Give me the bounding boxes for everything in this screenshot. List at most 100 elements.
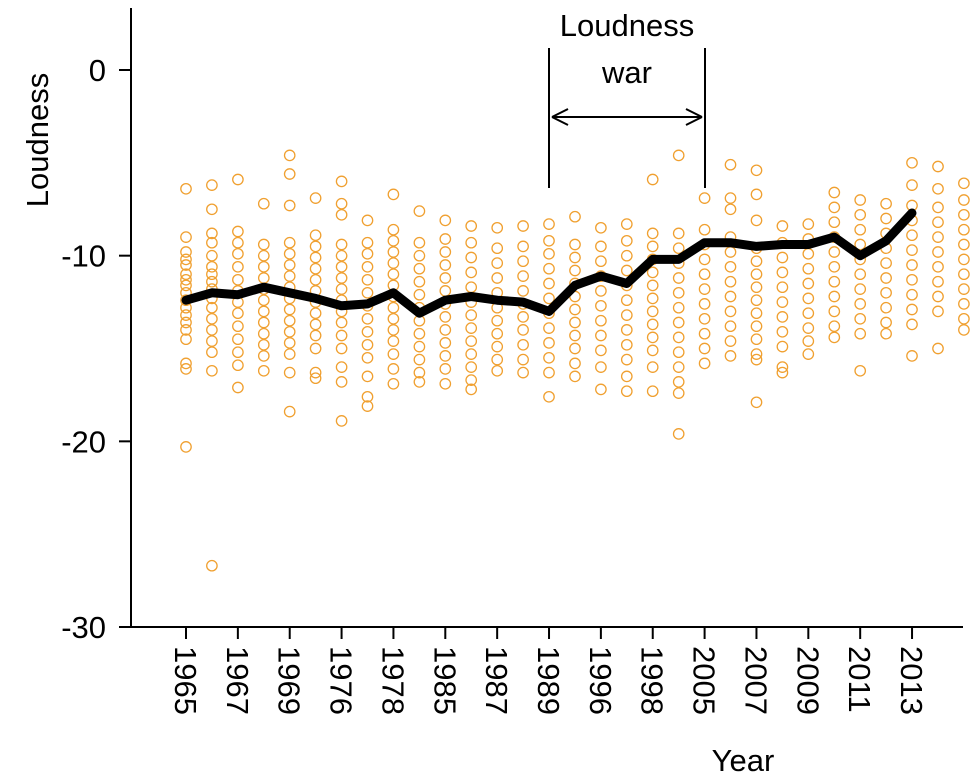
- scatter-point: [750, 320, 763, 333]
- scatter-point: [854, 312, 867, 325]
- scatter-point: [802, 218, 815, 230]
- scatter-point: [750, 214, 763, 227]
- scatter-point: [932, 231, 944, 243]
- scatter-point: [698, 312, 711, 325]
- scatter-point: [932, 342, 944, 355]
- scatter-point: [517, 270, 529, 282]
- mean-line: [181, 208, 917, 318]
- scatter-point: [932, 290, 944, 303]
- mean-line-layer: [181, 208, 917, 318]
- scatter-point: [335, 208, 348, 221]
- scatter-point: [180, 441, 192, 453]
- scatter-point: [257, 294, 270, 307]
- scatter-point: [361, 286, 374, 299]
- scatter-point: [698, 357, 711, 370]
- scatter-point: [569, 210, 581, 223]
- scatter-point: [361, 325, 374, 338]
- scatter-point: [309, 192, 322, 204]
- x-tick-label: 1996: [583, 646, 618, 715]
- scatter-point: [335, 272, 348, 284]
- x-tick-label: 2013: [894, 646, 929, 715]
- scatter-point: [361, 390, 374, 403]
- scatter-point: [569, 370, 581, 383]
- scatter-point: [569, 316, 581, 329]
- scatter-point: [180, 182, 192, 195]
- scatter-point: [232, 381, 244, 394]
- scatter-point: [387, 257, 400, 269]
- scatter-point: [828, 216, 841, 229]
- scatter-point: [257, 197, 270, 210]
- scatter-point: [543, 247, 555, 260]
- x-tick-label: 2011: [842, 646, 877, 713]
- scatter-point: [595, 221, 607, 234]
- scatter-point: [595, 314, 607, 327]
- scatter-point: [620, 385, 633, 398]
- scatter-point: [958, 238, 970, 251]
- scatter-point: [569, 303, 581, 316]
- scatter-point: [387, 268, 400, 281]
- annotation-label-line2: war: [601, 55, 652, 90]
- scatter-point: [335, 316, 348, 329]
- x-tick-label: 1987: [479, 646, 514, 715]
- scatter-point: [932, 182, 944, 195]
- scatter-point: [413, 366, 426, 379]
- scatter-point: [517, 311, 529, 323]
- scatter-point: [335, 329, 348, 342]
- scatter-point: [646, 279, 659, 292]
- scatter-point: [232, 320, 244, 333]
- scatter-point: [958, 194, 970, 206]
- scatter-point: [180, 246, 192, 258]
- scatter-point: [335, 175, 348, 188]
- scatter-point: [206, 364, 218, 377]
- scatter-point: [180, 273, 192, 286]
- scatter-point: [958, 324, 970, 336]
- scatter-point: [906, 273, 918, 286]
- scatter-point: [232, 307, 244, 320]
- scatter-point: [387, 301, 400, 314]
- scatter-point: [257, 350, 270, 362]
- scatter-point: [309, 342, 322, 355]
- scatter-point: [672, 331, 685, 344]
- scatter-point: [517, 255, 529, 268]
- scatter-point: [206, 227, 218, 240]
- scatter-point: [906, 318, 918, 331]
- scatter-point: [257, 327, 270, 340]
- scatter-point: [309, 262, 322, 275]
- y-ticks: 0 -10 -20 -30: [61, 53, 131, 645]
- scatter-point: [361, 400, 374, 412]
- scatter-point: [232, 333, 244, 346]
- scatter-point: [646, 266, 659, 279]
- scatter-point: [906, 350, 918, 362]
- scatter-point: [880, 197, 892, 210]
- scatter-point: [854, 283, 867, 295]
- scatter-point: [854, 223, 867, 236]
- scatter-point: [672, 376, 685, 388]
- annotation-label-line1: Loudness: [560, 8, 694, 43]
- scatter-point: [413, 376, 426, 388]
- scatter-point: [569, 329, 581, 342]
- scatter-point: [724, 192, 737, 204]
- y-tick-label: -10: [61, 239, 106, 274]
- scatter-point: [439, 233, 452, 245]
- scatter-point: [672, 272, 685, 284]
- scatter-point: [802, 292, 815, 305]
- scatter-point: [413, 262, 426, 275]
- scatter-point: [958, 253, 970, 266]
- scatter-point: [646, 331, 659, 344]
- scatter-point: [309, 366, 322, 379]
- scatter-point: [932, 275, 944, 288]
- scatter-point: [724, 260, 737, 273]
- x-axis-title: Year: [712, 743, 775, 778]
- scatter-point: [465, 322, 478, 334]
- scatter-point: [439, 259, 452, 271]
- scatter-point: [413, 340, 426, 353]
- scatter-point: [491, 364, 504, 377]
- scatter-point: [828, 275, 841, 288]
- scatter-point: [335, 361, 348, 373]
- scatter-point: [335, 415, 348, 427]
- scatter-point: [206, 249, 218, 262]
- scatter-point: [854, 238, 867, 251]
- scatter-point: [283, 366, 296, 379]
- scatter-point: [465, 348, 478, 360]
- scatter-point: [724, 335, 737, 347]
